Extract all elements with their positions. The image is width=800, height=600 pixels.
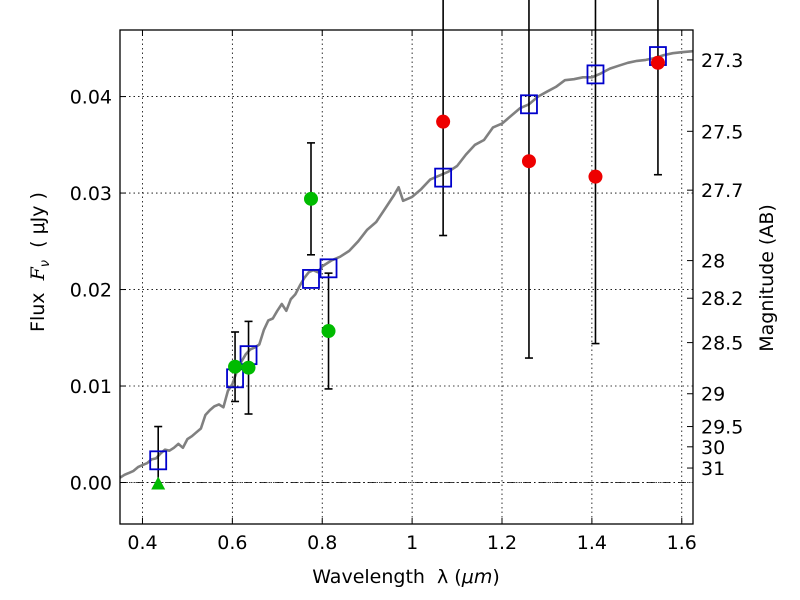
y-axis-label-unit: ( μJy ) — [27, 192, 49, 260]
y2-tick-label: 27.7 — [701, 180, 743, 202]
y2-tick-label: 27.5 — [701, 121, 743, 143]
x-tick-label: 1.4 — [577, 532, 607, 554]
model-point — [586, 64, 605, 85]
grid — [120, 30, 693, 524]
y2-tick-label: 28 — [701, 251, 725, 273]
data-point — [650, 55, 665, 70]
error-bars — [154, 0, 662, 485]
x-axis-label: Wavelength λ (μm) — [312, 566, 500, 588]
data-point — [521, 154, 536, 169]
y2-tick-label: 28.5 — [701, 333, 743, 355]
y2-axis-label: Magnitude (AB) — [756, 204, 778, 352]
x-axis-label-close: ) — [492, 566, 499, 588]
y-tick-label: 0.03 — [70, 183, 112, 205]
y-tick-label: 0.02 — [70, 280, 112, 302]
data-point — [588, 169, 603, 184]
model-point — [319, 258, 338, 279]
y-tick-label: 0.01 — [70, 376, 112, 398]
y2-tick-label: 29.5 — [701, 417, 743, 439]
y-axis-label-text: Flux — [27, 280, 49, 332]
upper-limit-point — [151, 476, 166, 490]
y2-tick-label: 30 — [701, 437, 725, 459]
data-point — [241, 360, 256, 375]
data-markers — [149, 46, 667, 490]
x-tick-label: 1.2 — [487, 532, 517, 554]
model-point — [149, 450, 168, 471]
y2-tick-label: 28.2 — [701, 288, 743, 310]
y-axis-label-sub: ν — [38, 260, 53, 267]
model-point — [434, 167, 453, 188]
x-axis-label-text: Wavelength λ ( — [312, 566, 462, 588]
data-point — [321, 324, 336, 339]
y-tick-label: 0.04 — [70, 87, 112, 109]
y2-tick-label: 29 — [701, 384, 725, 406]
x-tick-label: 1 — [406, 532, 418, 554]
y-axis-label-symbol: F — [27, 266, 49, 281]
data-point — [304, 191, 318, 206]
x-tick-label: 1.6 — [667, 532, 697, 554]
y-tick-label: 0.00 — [70, 473, 112, 495]
x-tick-label: 0.4 — [127, 532, 157, 554]
spectrum-line — [119, 49, 694, 479]
y-axis-label: Flux Fν ( μJy ) — [27, 192, 53, 332]
data-point — [436, 114, 451, 129]
data-point — [228, 359, 243, 374]
y2-tick-label: 31 — [701, 458, 725, 480]
plot-frame — [119, 29, 694, 525]
model-point — [302, 269, 320, 289]
model-spectrum — [119, 49, 694, 479]
axis-ticks: 0.4 0.6 0.8 1 1.2 1.4 1.6 0.00 0.01 0.02 0.03 0.04 2… — [70, 30, 743, 554]
model-point — [520, 94, 538, 115]
y2-tick-label: 27.3 — [701, 50, 743, 72]
x-tick-label: 0.8 — [307, 532, 337, 554]
x-tick-label: 0.6 — [217, 532, 247, 554]
x-axis-label-unit: μm — [461, 566, 493, 588]
